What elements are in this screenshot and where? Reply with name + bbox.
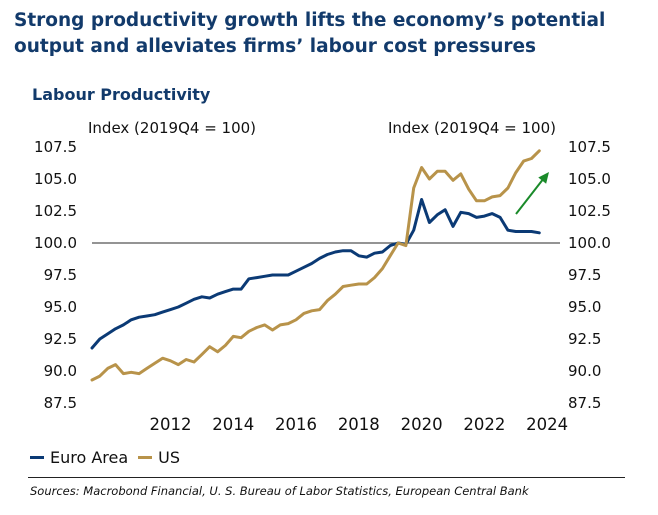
- legend-label-euro-area: Euro Area: [50, 447, 129, 467]
- y-tick-right: 92.5: [568, 330, 601, 348]
- right-axis-label: Index (2019Q4 = 100): [388, 119, 556, 137]
- trend-arrow-shaft: [515, 177, 545, 215]
- legend-label-us: US: [158, 447, 181, 467]
- chart-subtitle: Labour Productivity: [32, 85, 211, 104]
- y-tick-left: 107.5: [34, 138, 77, 156]
- source-note: Sources: Macrobond Financial, U. S. Bure…: [30, 484, 529, 498]
- chart-title: Strong productivity growth lifts the eco…: [14, 10, 606, 57]
- x-tick-label: 2020: [401, 415, 443, 434]
- x-tick-label: 2016: [275, 415, 317, 434]
- left-axis-label: Index (2019Q4 = 100): [88, 119, 256, 137]
- x-tick-label: 2012: [149, 415, 191, 434]
- y-tick-left: 100.0: [34, 234, 77, 252]
- trend-arrow-head: [538, 172, 549, 184]
- footer-divider: [28, 477, 625, 478]
- line-chart: Index (2019Q4 = 100) Index (2019Q4 = 100…: [34, 119, 611, 434]
- y-tick-left: 97.5: [44, 266, 77, 284]
- x-tick-label: 2022: [463, 415, 505, 434]
- legend-item-euro-area: Euro Area: [30, 448, 128, 467]
- y-tick-right: 95.0: [568, 298, 601, 316]
- y-tick-right: 90.0: [568, 362, 601, 380]
- y-tick-left: 95.0: [44, 298, 77, 316]
- series-line-us: [90, 149, 541, 382]
- x-tick-label: 2014: [212, 415, 254, 434]
- y-tick-left: 105.0: [34, 170, 77, 188]
- y-tick-left: 90.0: [44, 362, 77, 380]
- x-tick-label: 2018: [338, 415, 380, 434]
- legend-swatch-euro-area: [30, 455, 44, 459]
- series-line-euro-area: [90, 198, 541, 350]
- y-tick-left: 92.5: [44, 330, 77, 348]
- y-tick-right: 102.5: [568, 202, 611, 220]
- y-tick-right: 107.5: [568, 138, 611, 156]
- legend-swatch-us: [138, 455, 153, 459]
- y-tick-right: 100.0: [568, 234, 611, 252]
- chart-legend: Euro Area US: [30, 446, 190, 468]
- y-tick-right: 97.5: [568, 266, 601, 284]
- y-tick-right: 105.0: [568, 170, 611, 188]
- y-tick-left: 87.5: [44, 394, 77, 412]
- x-tick-label: 2024: [526, 415, 568, 434]
- legend-item-us: US: [138, 448, 180, 467]
- y-tick-left: 102.5: [34, 202, 77, 220]
- y-tick-right: 87.5: [568, 394, 601, 412]
